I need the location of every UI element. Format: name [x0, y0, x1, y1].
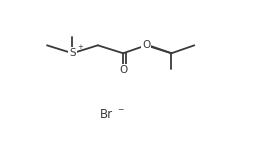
Text: Br: Br [100, 108, 113, 121]
Text: O: O [119, 65, 127, 75]
Text: O: O [142, 40, 150, 50]
Text: −: − [117, 106, 123, 114]
Text: S: S [69, 48, 76, 58]
Text: +: + [77, 44, 84, 50]
